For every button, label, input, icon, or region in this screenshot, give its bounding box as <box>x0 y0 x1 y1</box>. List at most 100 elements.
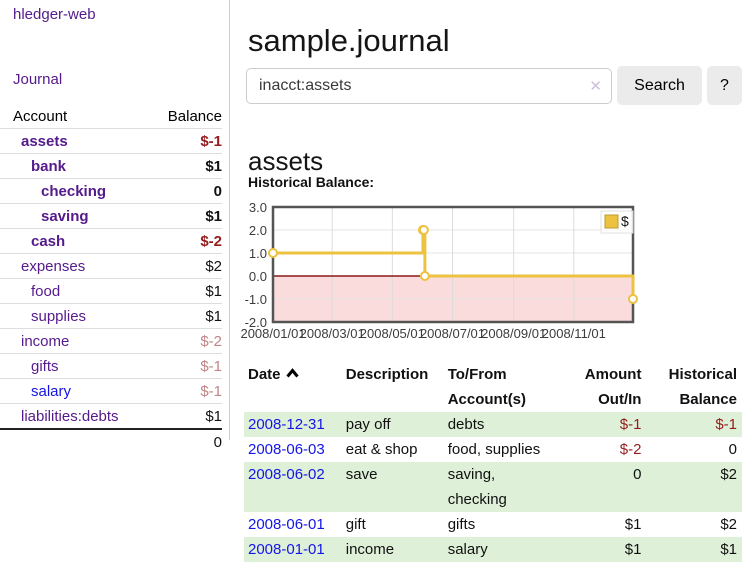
account-balance: $1 <box>205 282 222 300</box>
account-balance: $-1 <box>200 382 222 400</box>
chart-canvas: $3.0 2.0 1.0 0.0 -1.0 -2.02008/01/012008/03/0… <box>240 200 638 341</box>
accounts-total-row: 0 <box>0 429 222 454</box>
accounts-table: Account Balance assets $-1 bank $1 check… <box>0 104 222 454</box>
accounts-table-header: Account Balance <box>0 104 222 129</box>
account-row: cash $-2 <box>0 228 222 254</box>
account-link-supplies[interactable]: supplies <box>31 307 87 325</box>
account-link-checking[interactable]: checking <box>41 182 107 200</box>
account-row: food $1 <box>0 278 222 304</box>
historical-column-header: Historical Balance <box>668 366 737 408</box>
search-input[interactable] <box>246 68 612 104</box>
x-tick-label: 2008/11/01 <box>542 326 606 341</box>
x-tick-label: 2008/01/01 <box>240 326 305 341</box>
app-title-link[interactable]: hledger-web <box>13 6 96 23</box>
account-balance: $-1 <box>200 132 222 150</box>
transaction-balance: $2 <box>720 466 737 483</box>
transaction-row[interactable]: 2008-06-03 eat & shop food, supplies $-2… <box>244 437 742 462</box>
transaction-date-link[interactable]: 2008-12-31 <box>248 416 325 433</box>
chart-title: Historical Balance: <box>248 174 375 190</box>
transaction-row[interactable]: 2008-01-01 income salary $1 $1 <box>244 537 742 562</box>
account-link-income[interactable]: income <box>21 332 70 350</box>
y-tick-label: 1.0 <box>249 246 267 261</box>
account-link-saving[interactable]: saving <box>41 207 89 225</box>
account-link-assets[interactable]: assets <box>21 132 68 150</box>
transaction-balance: $1 <box>720 541 737 558</box>
chart-data-marker <box>628 294 638 304</box>
transaction-accounts: saving, checking <box>447 466 507 508</box>
account-link-cash[interactable]: cash <box>31 232 66 250</box>
account-link-bank[interactable]: bank <box>31 157 67 175</box>
account-row: income $-2 <box>0 328 222 354</box>
search-button[interactable]: Search <box>617 66 702 105</box>
account-balance: 0 <box>213 182 222 200</box>
transaction-date-link[interactable]: 2008-06-02 <box>248 466 325 483</box>
account-balance: $-1 <box>200 357 222 375</box>
account-row: supplies $1 <box>0 303 222 329</box>
chart-data-marker <box>268 248 278 258</box>
account-link-expenses[interactable]: expenses <box>21 257 86 275</box>
historical-balance-chart[interactable]: $3.0 2.0 1.0 0.0 -1.0 -2.0 2008/01/01 2008/03/0… <box>240 200 742 348</box>
chart-data-marker <box>418 225 429 235</box>
account-balance: $1 <box>205 307 222 325</box>
account-row: bank $1 <box>0 153 222 179</box>
y-tick-label: 2.0 <box>249 223 267 238</box>
register-table: Date Description To/From Account(s) Amou… <box>244 362 742 562</box>
account-balance: $1 <box>205 407 222 425</box>
account-link-salary[interactable]: salary <box>31 382 72 400</box>
transaction-description: income <box>345 541 395 558</box>
account-link-liabilities-debts[interactable]: liabilities:debts <box>21 407 119 425</box>
transaction-row[interactable]: 2008-06-01 gift gifts $1 $2 <box>244 512 742 537</box>
account-balance: $-2 <box>200 232 222 250</box>
account-column-header: Account <box>13 107 68 125</box>
y-tick-label: 3.0 <box>249 200 267 215</box>
transaction-date-link[interactable]: 2008-06-01 <box>248 516 325 533</box>
tofrom-column-header: To/From Account(s) <box>447 366 527 408</box>
chart-data-marker <box>419 271 430 281</box>
transaction-amount: $-2 <box>619 441 642 458</box>
transaction-row[interactable]: 2008-12-31 pay off debts $-1 $-1 <box>244 412 742 437</box>
account-balance: $1 <box>205 207 222 225</box>
help-button[interactable]: ? <box>707 66 742 105</box>
sidebar: hledger-web Journal Account Balance asse… <box>0 0 230 451</box>
legend-swatch-icon <box>604 214 619 229</box>
transaction-balance: 0 <box>728 441 737 458</box>
account-balance: $2 <box>205 257 222 275</box>
sort-ascending-icon <box>285 362 299 387</box>
amount-column-header: Amount Out/In <box>584 366 642 408</box>
account-row: assets $-1 <box>0 128 222 154</box>
y-tick-label: -2.0 <box>245 315 267 330</box>
description-column-header: Description <box>345 366 429 383</box>
transaction-amount: $1 <box>624 541 642 558</box>
account-row: gifts $-1 <box>0 353 222 379</box>
balance-column-header: Balance <box>167 107 222 125</box>
transaction-amount: $1 <box>624 516 642 533</box>
account-row: salary $-1 <box>0 378 222 404</box>
accounts-total-value: 0 <box>213 433 222 451</box>
account-link-gifts[interactable]: gifts <box>31 357 59 375</box>
transaction-accounts: salary <box>447 541 488 558</box>
page-title: sample.journal <box>248 22 450 58</box>
transaction-description: pay off <box>345 416 391 433</box>
transaction-date-link[interactable]: 2008-01-01 <box>248 541 325 558</box>
account-link-food[interactable]: food <box>31 282 61 300</box>
transaction-description: gift <box>345 516 366 533</box>
transaction-description: eat & shop <box>345 441 418 458</box>
transaction-balance: $-1 <box>715 416 737 433</box>
transaction-accounts: food, supplies <box>447 441 541 458</box>
account-balance: $-2 <box>200 332 222 350</box>
y-tick-label: 0.0 <box>249 269 267 284</box>
sidebar-item-journal[interactable]: Journal <box>13 71 63 88</box>
y-tick-label: -1.0 <box>245 292 267 307</box>
account-balance: $1 <box>205 157 222 175</box>
x-tick-label: 2008/05/01 <box>360 326 425 341</box>
transaction-accounts: gifts <box>447 516 476 533</box>
account-row: saving $1 <box>0 203 222 229</box>
transaction-row[interactable]: 2008-06-02 save saving, checking 0 $2 <box>244 462 742 512</box>
account-row: expenses $2 <box>0 253 222 279</box>
clear-search-icon[interactable]: ✕ <box>589 78 602 95</box>
transaction-balance: $2 <box>720 516 737 533</box>
transaction-accounts: debts <box>447 416 485 433</box>
plot-border <box>271 205 635 324</box>
date-column-header[interactable]: Date <box>244 362 346 412</box>
transaction-date-link[interactable]: 2008-06-03 <box>248 441 325 458</box>
